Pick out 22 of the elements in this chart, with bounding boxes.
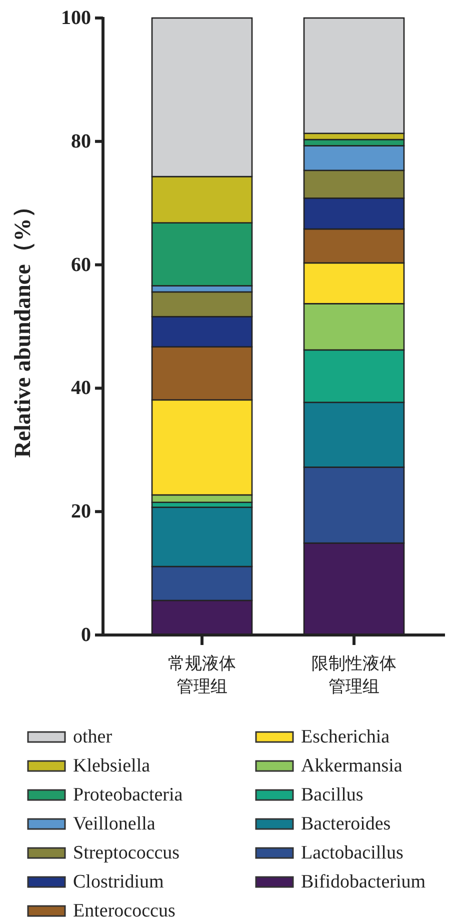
legend-label: Enterococcus [73,900,176,919]
y-axis-title: Relative abundance（%） [10,195,35,458]
legend-label: Clostridium [73,872,164,892]
legend-label: Klebsiella [73,756,151,776]
legend-label: Streptococcus [73,842,180,864]
legend-label: Lactobacillus [301,842,404,864]
legend-label: Proteobacteria [73,784,184,806]
y-tick-label: 40 [71,377,91,400]
y-tick-label: 60 [71,254,91,276]
legend-label: Bifidobacterium [301,872,426,892]
legend-label: other [73,726,113,748]
y-tick-label: 100 [61,7,91,29]
legend-label: Bacteroides [301,814,391,834]
legend-label: Akkermansia [301,756,403,776]
y-tick-label: 20 [71,500,91,523]
y-tick-label: 0 [81,624,91,646]
x-tick-label: 常规液体管理组 [168,654,236,697]
x-tick-label: 限制性液体管理组 [312,654,396,697]
legend-label: Veillonella [73,814,156,834]
legend-label: Escherichia [301,726,390,748]
y-tick-label: 80 [71,130,91,152]
legend-label: Bacillus [301,784,364,806]
